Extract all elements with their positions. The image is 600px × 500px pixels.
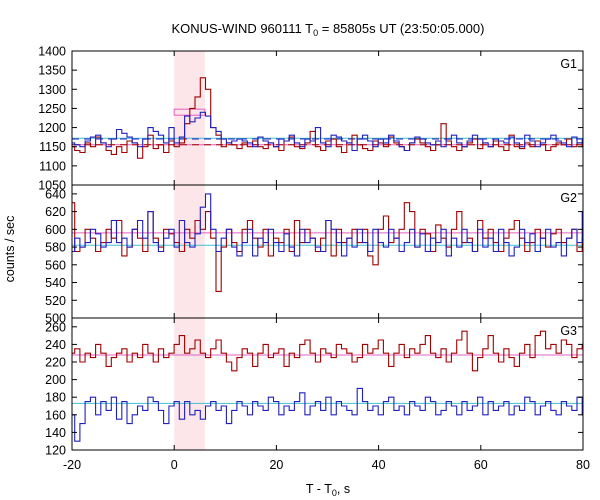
- y-tick-label: 1150: [39, 140, 66, 154]
- panel-frame: [71, 317, 584, 451]
- y-tick-label: 520: [45, 294, 66, 308]
- panel-g1: 1050 1100 1150 1200 1250 1300 1350 1400 G1: [38, 45, 584, 193]
- chart-title: KONUS-WIND 960111 T0 = 85805s UT (23:50:…: [172, 21, 485, 38]
- panel-label: G1: [560, 57, 577, 71]
- x-tick-label: 60: [474, 458, 488, 472]
- y-tick-label: 180: [45, 391, 66, 405]
- y-tick-label: 620: [45, 205, 66, 219]
- y-tick-label: 560: [45, 258, 66, 272]
- y-tick-label: 1200: [38, 121, 66, 135]
- panel-label: G3: [560, 324, 577, 338]
- y-tick-label: 540: [45, 276, 66, 290]
- y-tick-label: 200: [45, 373, 66, 387]
- panel-g3: 120 140 160 180 200 220 240 260 G3: [45, 317, 584, 458]
- y-tick-label: 120: [45, 444, 66, 458]
- panel-label: G2: [560, 191, 577, 205]
- y-tick-label: 1300: [38, 83, 66, 97]
- y-tick-label: 1250: [38, 102, 66, 116]
- x-tick-label: 80: [576, 458, 590, 472]
- series-blue-g2: [72, 193, 583, 257]
- panel-frame: [71, 50, 584, 186]
- y-tick-label: 580: [45, 241, 66, 255]
- y-axis-label: counts / sec: [3, 216, 17, 283]
- y-tick-label: 1050: [38, 179, 66, 193]
- y-tick-label: 1400: [38, 45, 66, 59]
- x-tick-label: 40: [372, 458, 386, 472]
- y-tick-label: 220: [45, 356, 66, 370]
- series-blue-g1: [72, 111, 583, 152]
- x-tick-label: 20: [269, 458, 283, 472]
- series-red-g2: [72, 202, 583, 292]
- y-tick-label: 500: [45, 312, 66, 326]
- y-tick-label: 260: [45, 320, 66, 334]
- panels-group: 10501100115012001250130013501400G1500520…: [38, 45, 590, 473]
- y-tick-label: 1350: [38, 64, 66, 78]
- series-red-g3: [72, 330, 583, 372]
- y-tick-label: 140: [45, 426, 66, 440]
- x-tick-label: 0: [171, 458, 178, 472]
- y-tick-label: 600: [45, 223, 66, 237]
- series-blue-g3: [72, 387, 583, 442]
- panel-g2: 500 520 540 560 580 600 620 640 G2: [45, 184, 584, 326]
- y-tick-label: 640: [45, 187, 66, 201]
- y-tick-label: 160: [45, 408, 66, 422]
- x-axis-label: T - T0, s: [306, 482, 350, 498]
- series-red-g1: [72, 77, 583, 159]
- y-tick-label: 1100: [39, 159, 66, 173]
- y-tick-label: 240: [45, 338, 66, 352]
- x-tick-label: -20: [63, 458, 81, 472]
- panel-frame: [71, 184, 584, 319]
